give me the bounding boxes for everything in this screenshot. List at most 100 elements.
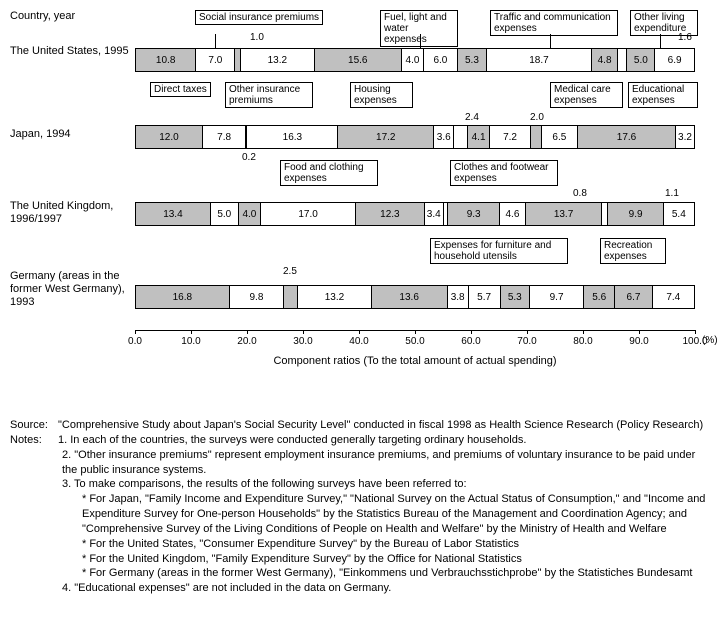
outval-us-10: 1.6: [678, 32, 692, 43]
segment: 12.3: [356, 203, 425, 225]
segment: 4.6: [500, 203, 526, 225]
callout-recreation: Recreation expenses: [600, 238, 666, 264]
segment: 15.6: [315, 49, 402, 71]
tick-label: 70.0: [517, 336, 536, 347]
callout-fuel: Fuel, light and water expenses: [380, 10, 458, 47]
tick-mark: [415, 330, 416, 334]
segment: [284, 286, 298, 308]
tick-mark: [583, 330, 584, 334]
source-text: "Comprehensive Study about Japan's Socia…: [58, 419, 703, 431]
segment: 13.6: [372, 286, 448, 308]
note-3c: * For the United Kingdom, "Family Expend…: [10, 552, 713, 567]
source-notes: Source:"Comprehensive Study about Japan'…: [10, 418, 713, 596]
segment: 4.8: [592, 49, 619, 71]
segment: 17.0: [261, 203, 356, 225]
segment: 7.2: [490, 126, 530, 148]
row-label-jp: Japan, 1994: [10, 128, 130, 141]
tick-label: 40.0: [349, 336, 368, 347]
callout-social-insurance: Social insurance premiums: [195, 10, 323, 25]
segment: 3.8: [448, 286, 469, 308]
outval-uk-10: 1.1: [665, 188, 679, 199]
segment: 3.6: [434, 126, 454, 148]
tick-mark: [695, 330, 696, 334]
segment: [618, 49, 627, 71]
chart: Country, year Social insurance premiums …: [10, 10, 713, 410]
outval-de-2: 2.5: [283, 266, 297, 277]
tick-mark: [527, 330, 528, 334]
note-2: 2. "Other insurance premiums" represent …: [10, 448, 713, 478]
row-label-us: The United States, 1995: [10, 45, 130, 58]
connector: [215, 34, 216, 48]
outval-jp-6: 2.4: [465, 112, 479, 123]
tick-mark: [247, 330, 248, 334]
segment: 7.8: [203, 126, 246, 148]
segment: 13.2: [241, 49, 315, 71]
tick-mark: [191, 330, 192, 334]
callout-other-ins: Other insurance premiums: [225, 82, 313, 108]
segment: 4.1: [468, 126, 491, 148]
segment: 9.8: [230, 286, 285, 308]
segment: 16.8: [136, 286, 230, 308]
note-3a: * For Japan, "Family Income and Expendit…: [10, 492, 713, 537]
connector: [420, 34, 421, 48]
segment: 7.0: [196, 49, 235, 71]
segment: 18.7: [487, 49, 591, 71]
header-label: Country, year: [10, 10, 130, 23]
outval-jp-2: 0.2: [242, 152, 256, 163]
callout-furniture: Expenses for furniture and household ute…: [430, 238, 568, 264]
segment: 6.5: [542, 126, 578, 148]
segment: 13.2: [298, 286, 372, 308]
segment: 12.0: [136, 126, 203, 148]
bar-us: 10.87.013.215.64.06.05.318.74.85.06.9: [135, 48, 695, 72]
callout-traffic: Traffic and communication expenses: [490, 10, 618, 36]
segment: 16.3: [247, 126, 338, 148]
bar-jp: 12.07.816.317.23.6 4.17.2 6.517.63.2: [135, 125, 695, 149]
segment: 5.0: [211, 203, 239, 225]
axis-unit: (%): [702, 335, 718, 346]
tick-label: 30.0: [293, 336, 312, 347]
tick-label: 50.0: [405, 336, 424, 347]
segment: 3.4: [425, 203, 444, 225]
tick-mark: [135, 330, 136, 334]
segment: 5.4: [664, 203, 694, 225]
segment: [531, 126, 542, 148]
note-3: 3. To make comparisons, the results of t…: [10, 477, 713, 492]
tick-mark: [359, 330, 360, 334]
segment: 6.7: [615, 286, 652, 308]
tick-label: 10.0: [181, 336, 200, 347]
segment: 5.7: [469, 286, 501, 308]
segment: 10.8: [136, 49, 196, 71]
note-4: 4. "Educational expenses" are not includ…: [10, 581, 713, 596]
segment: 3.2: [676, 126, 694, 148]
segment: 17.6: [578, 126, 676, 148]
note-3d: * For Germany (areas in the former West …: [10, 566, 713, 581]
tick-label: 80.0: [573, 336, 592, 347]
row-label-uk: The United Kingdom, 1996/1997: [10, 200, 130, 226]
callout-medical: Medical care expenses: [550, 82, 623, 108]
segment: 9.9: [608, 203, 663, 225]
segment: 5.0: [627, 49, 655, 71]
outval-us-2: 1.0: [250, 32, 264, 43]
callout-clothes: Clothes and footwear expenses: [450, 160, 558, 186]
segment: 5.3: [501, 286, 531, 308]
segment: 4.0: [402, 49, 424, 71]
bar-de: 16.89.813.213.63.85.75.39.75.66.77.4: [135, 285, 695, 309]
row-label-de: Germany (areas in the former West German…: [10, 270, 130, 310]
tick-label: 90.0: [629, 336, 648, 347]
connector: [660, 34, 661, 48]
segment: 5.6: [584, 286, 615, 308]
tick-label: 0.0: [128, 336, 142, 347]
segment: [454, 126, 467, 148]
outval-jp-9: 2.0: [530, 112, 544, 123]
segment: 13.4: [136, 203, 211, 225]
segment: 9.3: [448, 203, 500, 225]
callout-food: Food and clothing expenses: [280, 160, 378, 186]
callout-housing: Housing expenses: [350, 82, 413, 108]
outval-uk-6: 0.8: [573, 188, 587, 199]
callout-educational: Educational expenses: [628, 82, 698, 108]
segment: 13.7: [526, 203, 603, 225]
segment: 17.2: [338, 126, 434, 148]
bar-uk: 13.45.04.017.012.33.49.34.613.79.95.4: [135, 202, 695, 226]
note-1: 1. In each of the countries, the surveys…: [58, 434, 526, 446]
tick-label: 60.0: [461, 336, 480, 347]
